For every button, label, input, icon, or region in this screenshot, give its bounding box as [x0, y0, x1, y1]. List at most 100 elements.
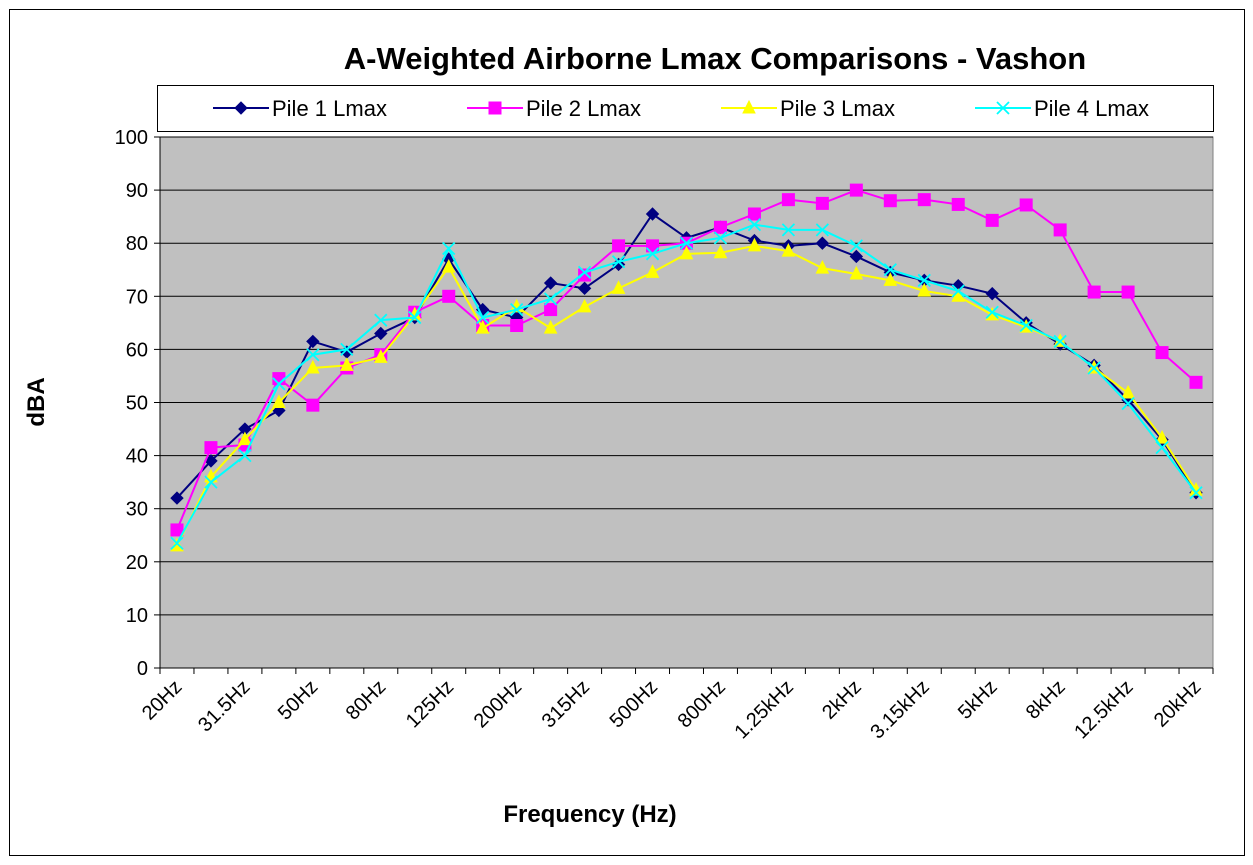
data-point: [577, 298, 592, 313]
data-point: [917, 273, 931, 288]
data-point: [272, 377, 286, 391]
data-point: [1155, 429, 1169, 444]
data-point: [611, 280, 626, 294]
data-point: [238, 448, 252, 463]
data-point: [306, 398, 320, 412]
legend: [157, 85, 1214, 132]
data-point: [170, 537, 184, 552]
legend-label: Pile 1 Lmax: [272, 96, 387, 121]
data-point: [612, 239, 626, 253]
data-point: [577, 281, 592, 296]
data-point: [577, 265, 592, 280]
data-point: [747, 207, 761, 221]
data-point: [1121, 384, 1135, 399]
data-point: [543, 292, 558, 306]
data-point: [883, 194, 897, 208]
data-point: [1189, 486, 1203, 500]
legend-label: Pile 4 Lmax: [1034, 96, 1149, 121]
data-point: [543, 276, 558, 290]
data-point: [747, 237, 762, 252]
data-point: [1087, 361, 1101, 375]
data-point: [951, 284, 965, 298]
data-point: [340, 342, 354, 357]
data-point: [917, 282, 932, 297]
data-point: [306, 334, 320, 349]
legend-marker: [996, 101, 1010, 115]
y-tick-label: 100: [115, 127, 148, 149]
y-tick-label: 50: [126, 393, 148, 415]
y-tick-label: 10: [126, 605, 148, 627]
data-point: [645, 264, 660, 278]
data-point: [747, 217, 762, 232]
y-axis-label: dBA: [23, 377, 50, 426]
data-point: [781, 243, 796, 257]
data-point: [441, 258, 456, 273]
data-point: [713, 231, 728, 245]
data-point: [985, 305, 999, 319]
data-point: [238, 431, 252, 446]
y-tick-label: 40: [126, 446, 148, 468]
data-point: [1155, 440, 1169, 455]
legend-label: Pile 2 Lmax: [526, 96, 641, 121]
data-point: [374, 313, 388, 327]
data-point: [306, 348, 320, 362]
data-point: [645, 207, 660, 221]
y-tick-label: 90: [126, 180, 148, 202]
y-tick-label: 0: [137, 658, 148, 680]
data-point: [170, 491, 184, 505]
data-point: [679, 245, 694, 260]
data-point: [1121, 396, 1135, 411]
data-point: [781, 223, 796, 237]
data-point: [815, 236, 830, 250]
data-point: [849, 183, 863, 197]
data-point: [204, 441, 218, 455]
data-point: [272, 394, 286, 408]
data-point: [170, 536, 184, 550]
data-point: [611, 255, 626, 269]
data-point: [781, 193, 795, 207]
data-point: [849, 239, 863, 253]
data-point: [374, 326, 388, 341]
data-point: [849, 249, 864, 264]
legend-label: Pile 3 Lmax: [780, 96, 895, 121]
data-point: [1121, 285, 1135, 299]
data-point: [510, 319, 524, 333]
legend-marker: [742, 99, 756, 114]
data-point: [646, 239, 660, 253]
data-point: [1053, 334, 1067, 349]
data-point: [170, 523, 184, 537]
data-point: [1053, 223, 1067, 237]
data-point: [442, 289, 456, 303]
data-point: [917, 193, 931, 207]
data-point: [951, 197, 965, 211]
data-point: [883, 263, 897, 277]
data-point: [204, 475, 218, 489]
data-point: [373, 349, 388, 363]
data-point: [679, 236, 694, 250]
data-point: [815, 196, 829, 210]
data-point: [645, 247, 660, 261]
data-point: [713, 244, 728, 259]
data-point: [442, 241, 456, 256]
data-point: [849, 265, 864, 280]
data-point: [985, 286, 999, 301]
data-point: [543, 320, 558, 334]
data-point: [1019, 318, 1033, 333]
data-point: [1087, 285, 1101, 299]
data-point: [510, 302, 524, 317]
data-point: [951, 288, 966, 302]
y-tick-label: 20: [126, 552, 148, 574]
data-point: [475, 320, 490, 334]
y-tick-label: 30: [126, 499, 148, 521]
data-point: [544, 303, 558, 317]
y-tick-label: 60: [126, 339, 148, 361]
data-point: [713, 220, 727, 234]
data-point: [340, 357, 354, 371]
data-point: [985, 213, 999, 227]
data-point: [883, 272, 898, 286]
y-tick-label: 70: [126, 286, 148, 308]
data-point: [1019, 198, 1033, 212]
data-point: [408, 310, 422, 325]
x-axis-label: Frequency (Hz): [503, 801, 676, 828]
